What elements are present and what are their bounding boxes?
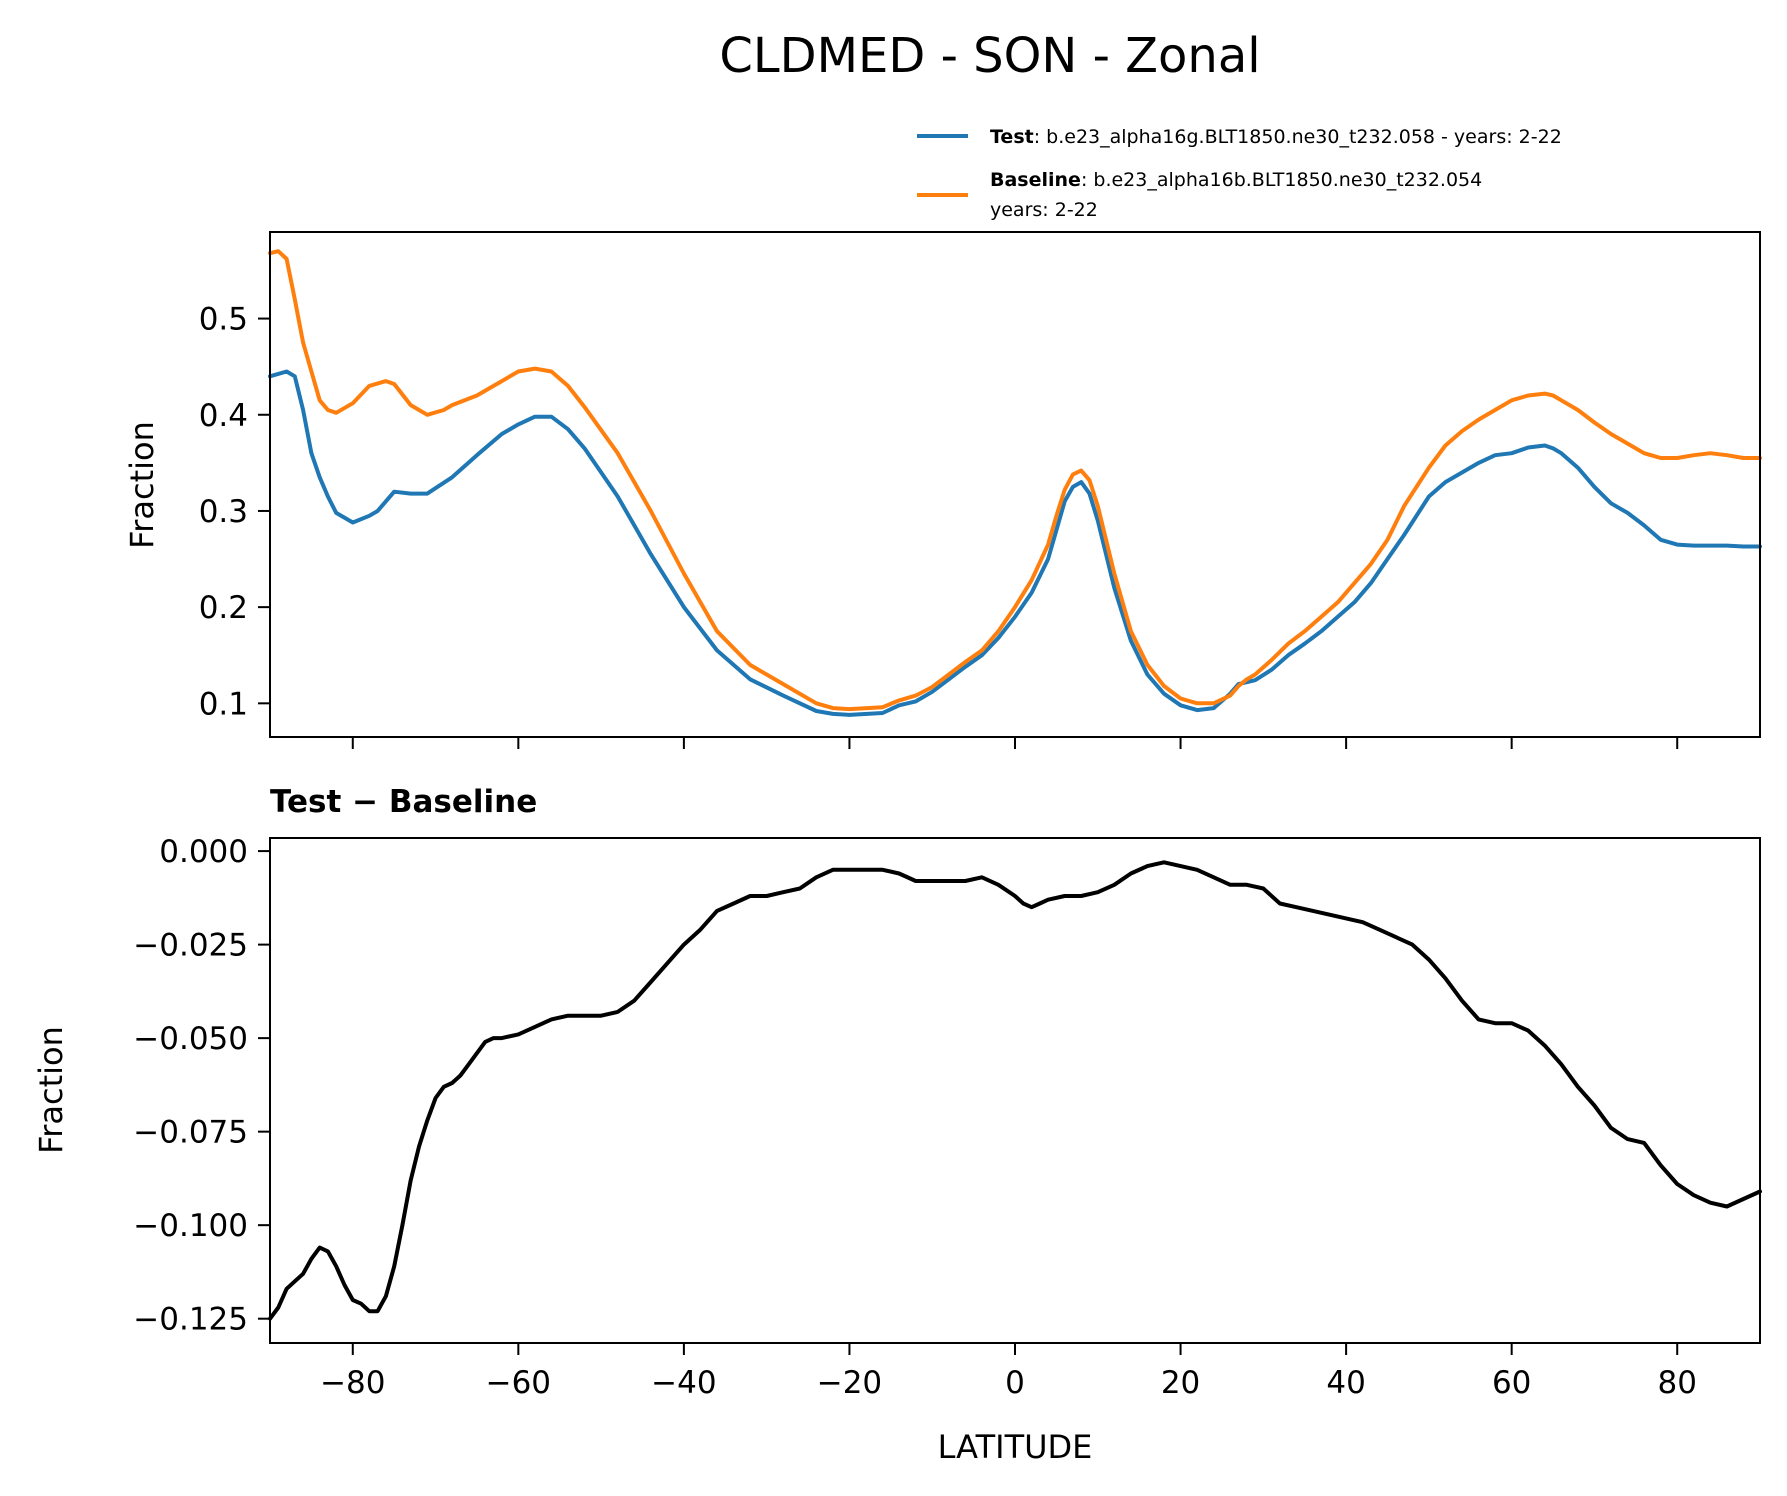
top-y-axis-label: Fraction bbox=[123, 421, 161, 549]
bottom-y-ticks: 0.000 −0.025 −0.050 −0.075 −0.100 −0.125 bbox=[133, 834, 270, 1338]
difference-subtitle: Test − Baseline bbox=[270, 784, 537, 820]
x-tick-label: 80 bbox=[1657, 1365, 1696, 1401]
x-tick-label: −20 bbox=[817, 1365, 882, 1401]
top-panel: 0.1 0.2 0.3 0.4 0.5 Fraction bbox=[123, 231, 1762, 749]
legend-test-name: Test bbox=[990, 126, 1034, 148]
x-tick-label: −80 bbox=[320, 1365, 385, 1401]
x-tick-label: 0 bbox=[1005, 1365, 1025, 1401]
top-series-group bbox=[268, 249, 1762, 717]
top-y-tick-label: 0.5 bbox=[199, 302, 248, 338]
bottom-y-tick-label: −0.075 bbox=[133, 1115, 248, 1151]
bottom-y-tick-label: −0.125 bbox=[133, 1302, 248, 1338]
top-y-tick-label: 0.1 bbox=[199, 686, 248, 722]
top-axes-frame bbox=[269, 231, 1761, 738]
legend-test-text: : b.e23_alpha16g.BLT1850.ne30_t232.058 -… bbox=[1034, 126, 1562, 148]
x-tick-label: 20 bbox=[1161, 1365, 1200, 1401]
top-y-tick-label: 0.2 bbox=[199, 590, 248, 626]
bottom-y-tick-label: −0.100 bbox=[133, 1208, 248, 1244]
bottom-series-group bbox=[268, 860, 1762, 1321]
top-x-ticks bbox=[351, 737, 1679, 749]
bottom-series-line-test-baseline bbox=[268, 860, 1762, 1321]
x-tick-label: −40 bbox=[651, 1365, 716, 1401]
top-y-tick-label: 0.4 bbox=[199, 398, 248, 434]
top-y-tick-label: 0.3 bbox=[199, 494, 248, 530]
bottom-axes-frame bbox=[269, 837, 1761, 1344]
legend-baseline-text-line2: years: 2-22 bbox=[990, 199, 1098, 221]
bottom-y-tick-label: 0.000 bbox=[159, 834, 248, 870]
top-y-ticks: 0.1 0.2 0.3 0.4 0.5 bbox=[199, 302, 270, 722]
bottom-y-axis-label: Fraction bbox=[32, 1026, 70, 1154]
legend-baseline-name: Baseline bbox=[990, 169, 1081, 191]
x-tick-label: 40 bbox=[1326, 1365, 1365, 1401]
legend-baseline-text: : b.e23_alpha16b.BLT1850.ne30_t232.054 bbox=[1081, 169, 1482, 191]
bottom-y-tick-label: −0.050 bbox=[133, 1021, 248, 1057]
bottom-panel: Test − Baseline −80 −60 −40 −20 0 20 40 60 80 0.… bbox=[32, 784, 1762, 1466]
x-axis-label: LATITUDE bbox=[938, 1428, 1093, 1466]
chart-title: CLDMED - SON - Zonal bbox=[719, 28, 1260, 84]
bottom-y-tick-label: −0.025 bbox=[133, 928, 248, 964]
x-tick-label: 60 bbox=[1492, 1365, 1531, 1401]
top-series-line-baseline bbox=[268, 249, 1762, 712]
x-tick-label: −60 bbox=[486, 1365, 551, 1401]
legend-entry-test: Test: b.e23_alpha16g.BLT1850.ne30_t232.0… bbox=[990, 126, 1562, 148]
bottom-x-ticks: −80 −60 −40 −20 0 20 40 60 80 bbox=[320, 1343, 1697, 1401]
top-series-line-test bbox=[268, 369, 1762, 717]
legend-entry-baseline: Baseline: b.e23_alpha16b.BLT1850.ne30_t2… bbox=[990, 169, 1482, 191]
legend: Test: b.e23_alpha16g.BLT1850.ne30_t232.0… bbox=[917, 126, 1562, 221]
